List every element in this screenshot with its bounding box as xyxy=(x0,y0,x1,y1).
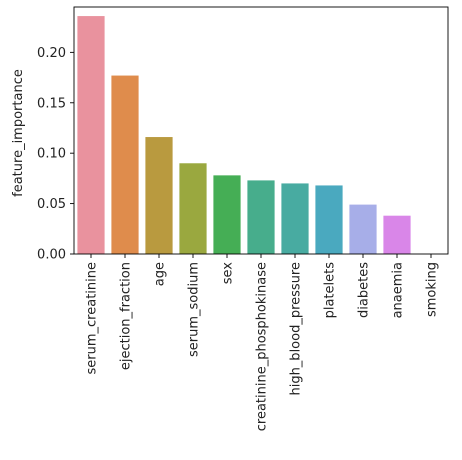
y-tick-label: 0.00 xyxy=(37,248,66,263)
y-tick-label: 0.20 xyxy=(37,46,66,61)
y-tick-label: 0.10 xyxy=(37,147,66,162)
x-tick-label-ejection-fraction: ejection_fraction xyxy=(119,262,134,370)
bar-high-blood-pressure xyxy=(281,183,309,254)
x-tick-label-serum-creatinine: serum_creatinine xyxy=(85,262,100,375)
bar-serum-sodium xyxy=(179,163,207,254)
bar-sex xyxy=(213,175,241,254)
x-tick-label-platelets: platelets xyxy=(323,262,338,319)
bars-group xyxy=(77,16,411,254)
x-tick-label-diabetes: diabetes xyxy=(357,262,372,318)
x-tick-label-high-blood-pressure: high_blood_pressure xyxy=(289,262,304,396)
x-tick-label-creatinine-phosphokinase: creatinine_phosphokinase xyxy=(255,262,270,431)
bar-anaemia xyxy=(383,215,411,254)
y-ticks-group: 0.00 0.05 0.10 0.15 0.20 xyxy=(37,46,74,263)
y-axis-title-group: feature_importance xyxy=(11,69,26,197)
x-tick-label-smoking: smoking xyxy=(425,262,440,317)
x-tick-label-sex: sex xyxy=(221,262,236,285)
x-tick-label-serum-sodium: serum_sodium xyxy=(187,262,202,357)
y-tick-label: 0.05 xyxy=(37,197,66,212)
bar-platelets xyxy=(315,185,343,254)
x-tick-label-anaemia: anaemia xyxy=(391,262,406,318)
bar-serum-creatinine xyxy=(77,16,105,254)
bar-creatinine-phosphokinase xyxy=(247,180,275,254)
bar-age xyxy=(145,137,173,254)
x-ticks-group: serum_creatinine ejection_fraction age seru… xyxy=(85,254,440,431)
bar-diabetes xyxy=(349,204,377,254)
y-axis-title: feature_importance xyxy=(11,69,26,197)
bar-ejection-fraction xyxy=(111,75,139,254)
x-tick-label-age: age xyxy=(153,262,168,286)
y-tick-label: 0.15 xyxy=(37,96,66,111)
plot-frame xyxy=(73,6,449,255)
